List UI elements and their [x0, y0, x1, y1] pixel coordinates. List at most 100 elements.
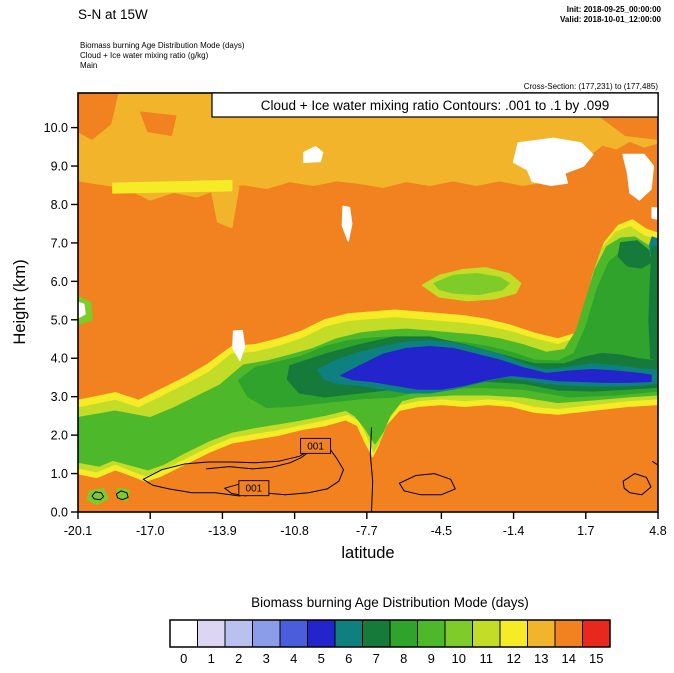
colorbar-tick-label: 12: [507, 651, 521, 666]
region-white-left-edge: [78, 301, 86, 319]
contour-label-text: 001: [246, 484, 263, 495]
colorbar-cell: [582, 619, 611, 648]
x-tick-label: -7.7: [356, 524, 378, 538]
y-tick-label: 3.0: [51, 390, 68, 404]
region-mid-patch-inner: [433, 272, 510, 296]
x-axis-label: latitude: [341, 544, 394, 562]
contour-label-box: [300, 437, 332, 454]
colorbar-border: [169, 619, 611, 648]
region-white-teardrop: [232, 329, 246, 361]
contour-info-box: [211, 92, 659, 118]
region-orange-upper-left: [140, 111, 177, 137]
subtitle-fill-field: Biomass burning Age Distribution Mode (d…: [80, 41, 245, 50]
colorbar-tick-label: 3: [263, 651, 270, 666]
cloud-contour-line: [91, 491, 105, 501]
x-tick-label: -17.0: [136, 524, 165, 538]
colorbar-cell: [389, 619, 418, 648]
cloud-contour-line: [651, 460, 658, 466]
y-tick-label: 10.0: [44, 121, 68, 135]
region-yellow-streak: [112, 179, 233, 194]
colorbar-cell: [499, 619, 528, 648]
filled-contour-field: [78, 93, 658, 512]
y-tick-label: 0.0: [51, 506, 68, 520]
region-white-right-edge: [651, 206, 658, 220]
region-orange-top-left: [78, 93, 119, 140]
region-bottom-left-green-1: [86, 488, 110, 506]
x-tick-label: -1.4: [503, 524, 525, 538]
cross-section-info: Cross-Section: (177,231) to (177,485): [524, 82, 659, 91]
colorbar-tick-label: 2: [235, 651, 242, 666]
y-axis-label: Height (km): [11, 259, 29, 344]
region-right-edge-forest-strip: [648, 246, 658, 361]
init-timestamp: Init: 2018-09-25_00:00:00: [567, 5, 662, 14]
y-axis-ticks: 0.0 1.0 2.0 3.0 4.0 5.0 6.0 7.0 8.0 9.0 10.0: [44, 121, 78, 520]
colorbar-tick-label: 9: [428, 651, 435, 666]
colorbar-cell: [169, 619, 198, 648]
valid-timestamp: Valid: 2018-10-01_12:00:00: [560, 15, 662, 24]
colorbar-tick-label: 5: [318, 651, 325, 666]
colorbar-cell: [279, 619, 308, 648]
subtitle-contour-field: Cloud + Ice water mixing ratio (g/kg): [80, 51, 209, 60]
cloud-contour-line: [206, 451, 309, 470]
x-tick-label: -4.5: [431, 524, 453, 538]
y-tick-label: 4.0: [51, 352, 68, 366]
colorbar-tick-label: 15: [589, 651, 603, 666]
colorbar-tick-label: 0: [180, 651, 187, 666]
colorbar-title: Biomass burning Age Distribution Mode (d…: [251, 595, 529, 610]
x-tick-label: -10.8: [280, 524, 309, 538]
colorbar: 0 1 2 3 4 5 6 7 8 9 10 11 12 13 14 15: [169, 619, 611, 666]
region-right-patch-core: [617, 240, 652, 269]
x-axis-ticks: -20.1 -17.0 -13.9 -10.8 -7.7 -4.5 -1.4 1.7 4.8: [64, 512, 667, 538]
y-tick-label: 1.0: [51, 467, 68, 481]
colorbar-cell: [252, 619, 281, 648]
colorbar-cell: [417, 619, 446, 648]
contour-label-text: 001: [307, 441, 324, 452]
y-tick-label: 5.0: [51, 313, 68, 327]
y-tick-label: 8.0: [51, 198, 68, 212]
region-white-gold-blob: [303, 146, 324, 163]
colorbar-cell: [527, 619, 556, 648]
region-band-darkblue-core: [340, 345, 652, 390]
cloud-contour-line: [398, 473, 456, 496]
x-tick-label: 1.7: [577, 524, 594, 538]
colorbar-cell: [472, 619, 501, 648]
region-gold-top-band: [78, 93, 658, 201]
colorbar-tick-label: 4: [290, 651, 297, 666]
colorbar-tick-label: 1: [208, 651, 215, 666]
colorbar-tick-label: 10: [452, 651, 466, 666]
colorbar-tick-label: 13: [534, 651, 548, 666]
contour-labels: 001 001: [238, 437, 332, 497]
colorbar-cell: [554, 619, 583, 648]
y-tick-label: 6.0: [51, 275, 68, 289]
colorbar-tick-label: 11: [480, 651, 494, 666]
region-white-right-blob: [622, 153, 655, 201]
colorbar-cell: [307, 619, 336, 648]
contour-label-box: [238, 480, 270, 497]
y-tick-label: 9.0: [51, 160, 68, 174]
x-tick-label: 4.8: [649, 524, 666, 538]
y-tick-label: 2.0: [51, 429, 68, 443]
page-title: S-N at 15W: [78, 7, 148, 22]
region-white-mid-blob: [341, 205, 353, 242]
colorbar-cell: [197, 619, 226, 648]
colorbar-tick-label: 6: [345, 651, 352, 666]
colorbar-tick-label: 14: [562, 651, 576, 666]
region-white-big-blob: [512, 137, 594, 187]
colorbar-cell: [362, 619, 391, 648]
subtitle-domain: Main: [80, 61, 97, 70]
colorbar-cell: [224, 619, 253, 648]
x-tick-label: -13.9: [208, 524, 237, 538]
cloud-contour-line: [622, 473, 652, 496]
colorbar-tick-label: 7: [373, 651, 380, 666]
colorbar-tick-label: 8: [400, 651, 407, 666]
y-tick-label: 7.0: [51, 236, 68, 250]
x-tick-label: -20.1: [64, 524, 93, 538]
contour-info-text: Cloud + Ice water mixing ratio Contours:…: [261, 98, 610, 113]
cloud-contour-line: [369, 427, 374, 512]
cloud-contour-line: [115, 490, 129, 501]
colorbar-cell: [444, 619, 473, 648]
cloud-contour-line: [142, 444, 344, 497]
colorbar-cell: [334, 619, 363, 648]
